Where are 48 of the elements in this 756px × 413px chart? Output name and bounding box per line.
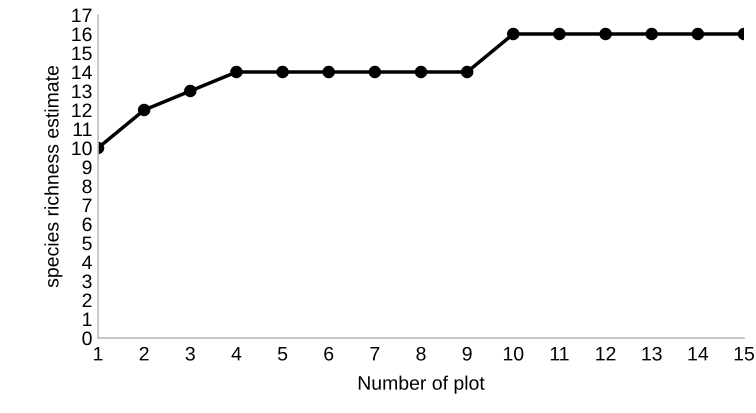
x-tick-label: 1 [94,347,102,360]
point [368,66,382,78]
y-tick-label: 7 [82,198,92,212]
y-tick-label: 6 [82,217,92,232]
point [645,28,658,40]
x-tick-label: 8 [416,346,426,361]
point [507,28,520,40]
x-tick-label: 3 [186,346,195,361]
y-tick-label: 9 [82,160,92,174]
point [322,66,335,78]
y-tick-label: 2 [82,293,92,308]
y-tick-label: 12 [72,103,92,118]
x-tick-label: 10 [504,346,524,361]
x-tick-label: 12 [596,346,616,360]
y-tick-label: 10 [72,141,92,156]
y-axis-title: species richness estimate [44,66,62,288]
point [414,66,428,78]
y-tick-label: 1 [83,312,92,326]
y-tick-label: 8 [82,179,92,194]
x-tick-label: 5 [278,347,288,361]
x-tick-label: 13 [642,346,662,361]
point [460,66,474,78]
point [599,28,612,40]
x-tick-label: 11 [550,347,569,360]
x-tick-label: 7 [370,347,380,360]
x-tick-label: 2 [140,346,149,360]
point [692,28,704,40]
y-tick-label: 5 [82,236,92,250]
point [230,66,243,78]
x-tick-label: 14 [688,347,708,360]
y-tick-label: 16 [72,27,92,42]
y-tick-label: 11 [74,122,92,136]
point [553,28,566,40]
y-tick-label: 4 [82,256,92,270]
x-tick-label: 9 [462,346,472,361]
point [276,66,289,78]
x-tick-label: 4 [231,347,242,360]
x-axis-title: Number of plot [358,376,485,394]
x-tick-label: 15 [734,347,754,361]
point [138,104,150,116]
y-tick-label: 3 [82,274,92,288]
y-tick-label: 14 [72,66,92,80]
y-tick-label: 13 [72,84,92,98]
y-tick-label: 0 [82,331,92,346]
x-tick-label: 6 [324,346,334,361]
y-tick-label: 15 [72,46,92,60]
y-tick-label: 17 [72,8,92,22]
point [184,84,197,98]
